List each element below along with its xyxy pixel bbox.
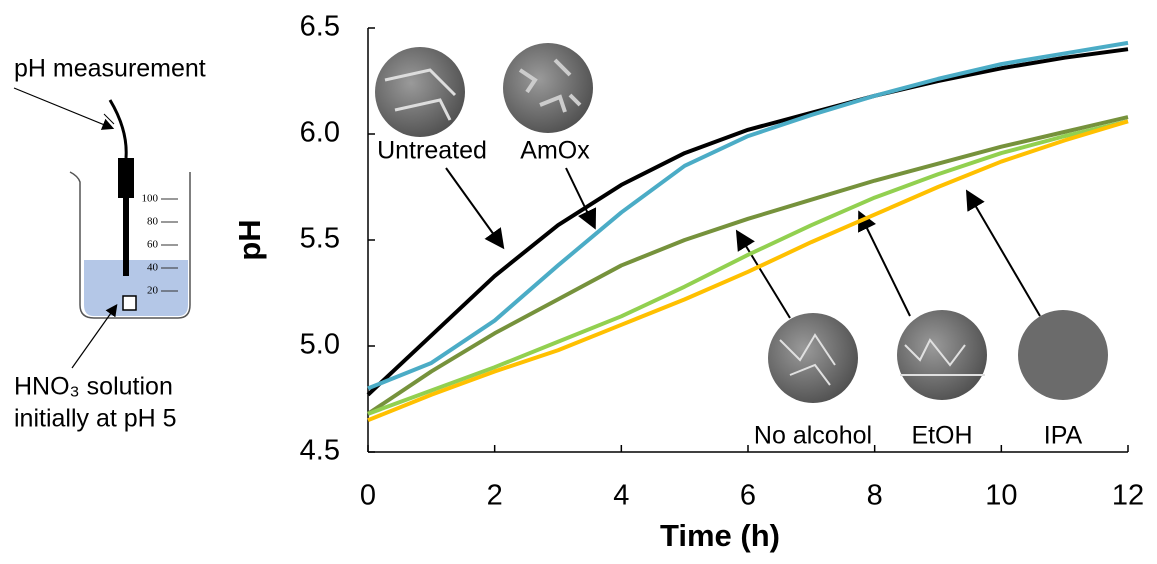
probe-head xyxy=(118,158,134,198)
annotation-label: AmOx xyxy=(520,137,590,165)
probe-cable xyxy=(110,100,126,158)
scale-label: 40 xyxy=(147,262,159,274)
x-tick-label: 10 xyxy=(985,480,1017,512)
arrow xyxy=(104,114,114,124)
sem-image xyxy=(1018,310,1108,400)
probe-rod xyxy=(123,196,129,276)
annotation-label: EtOH xyxy=(911,422,972,450)
y-tick-label: 5.0 xyxy=(300,329,340,361)
beaker-diagram: 100 80 60 40 20 xyxy=(14,88,190,368)
y-tick-label: 6.5 xyxy=(300,11,340,43)
solution-label: initially at pH 5 xyxy=(14,405,177,433)
arrow xyxy=(14,88,112,128)
y-tick-label: 4.5 xyxy=(300,435,340,467)
sample xyxy=(123,296,136,310)
arrow xyxy=(968,193,1040,316)
y-tick-label: 5.5 xyxy=(300,223,340,255)
annotation-label: IPA xyxy=(1044,422,1083,450)
x-tick-label: 8 xyxy=(867,480,883,512)
x-tick-label: 4 xyxy=(613,480,629,512)
annotation-label: Untreated xyxy=(377,137,487,165)
y-tick-label: 6.0 xyxy=(300,117,340,149)
figure: 10080604020 pH measurement HNO₃ solution… xyxy=(0,0,1157,559)
x-tick-label: 2 xyxy=(487,480,503,512)
scale-label: 80 xyxy=(147,216,159,228)
x-tick-label: 0 xyxy=(360,480,376,512)
probe-label: pH measurement xyxy=(14,55,206,83)
scale-label: 20 xyxy=(147,285,159,297)
x-axis-title: Time (h) xyxy=(660,518,780,553)
series-line xyxy=(368,43,1128,389)
x-tick-label: 12 xyxy=(1112,480,1144,512)
solution-label: HNO₃ solution xyxy=(14,373,173,401)
scale-label: 60 xyxy=(147,239,159,251)
sem-image xyxy=(768,313,858,403)
arrow xyxy=(860,214,910,316)
scale-label: 100 xyxy=(142,193,159,205)
series-line xyxy=(368,121,1128,414)
sem-image xyxy=(503,43,593,133)
x-tick-label: 6 xyxy=(740,480,756,512)
arrow xyxy=(446,168,502,246)
annotation-label: No alcohol xyxy=(754,422,872,450)
y-axis-title: pH xyxy=(232,219,267,260)
